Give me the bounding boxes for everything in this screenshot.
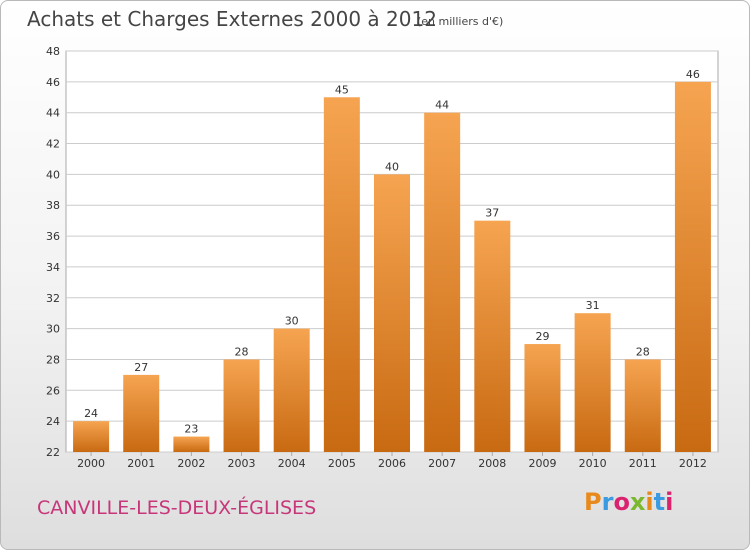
y-tick-label: 44 xyxy=(46,107,60,120)
x-tick-label-2002: 2002 xyxy=(177,457,205,470)
y-tick-label: 34 xyxy=(46,261,60,274)
x-tick-label-2011: 2011 xyxy=(629,457,657,470)
x-tick-label-2010: 2010 xyxy=(579,457,607,470)
data-label-2001: 27 xyxy=(134,361,148,374)
y-tick-label: 42 xyxy=(46,138,60,151)
data-label-2002: 23 xyxy=(184,423,198,436)
y-tick-label: 24 xyxy=(46,415,60,428)
bar-2009 xyxy=(524,344,561,452)
bar-2006 xyxy=(374,174,410,452)
x-tick-label-2005: 2005 xyxy=(328,457,356,470)
y-tick-label: 32 xyxy=(46,292,60,305)
bar-2001 xyxy=(123,374,160,452)
data-label-2007: 44 xyxy=(435,99,449,112)
bar-2008 xyxy=(474,220,511,452)
data-label-2011: 28 xyxy=(636,345,650,358)
data-label-2006: 40 xyxy=(385,160,399,173)
x-tick-label-2009: 2009 xyxy=(528,457,556,470)
bar-2010 xyxy=(574,313,611,452)
bar-2004 xyxy=(273,328,310,452)
chart-title: Achats et Charges Externes 2000 à 2012 xyxy=(27,7,437,31)
bar-2007 xyxy=(424,112,461,452)
y-tick-label: 22 xyxy=(46,446,60,459)
y-tick-label: 46 xyxy=(46,76,60,89)
data-label-2009: 29 xyxy=(535,330,549,343)
bars xyxy=(73,81,711,453)
bar-2005 xyxy=(323,97,360,453)
x-tick-label-2004: 2004 xyxy=(278,457,306,470)
bar-2012 xyxy=(674,81,711,452)
x-tick-label-2003: 2003 xyxy=(228,457,256,470)
x-tick-label-2006: 2006 xyxy=(378,457,406,470)
bar-2000 xyxy=(73,421,110,452)
data-label-2003: 28 xyxy=(235,345,249,358)
y-tick-label: 26 xyxy=(46,384,60,397)
y-tick-label: 40 xyxy=(46,168,60,181)
data-label-2010: 31 xyxy=(586,299,600,312)
data-label-2000: 24 xyxy=(84,407,98,420)
x-tick-label-2000: 2000 xyxy=(77,457,105,470)
data-label-2005: 45 xyxy=(335,83,349,96)
chart-subtitle: (en milliers d'€) xyxy=(417,15,504,28)
data-label-2008: 37 xyxy=(485,207,499,220)
y-tick-label: 48 xyxy=(46,45,60,58)
y-axis-ticks: 22 24 26 28 30 32 34 36 38 40 42 44 46 48 xyxy=(46,45,60,459)
x-axis-ticks: 2000 2001 2002 2003 2004 2005 2006 2007 2008 2009… xyxy=(77,452,707,470)
y-tick-label: 30 xyxy=(46,323,60,336)
data-label-2012: 46 xyxy=(686,68,700,81)
x-tick-label-2012: 2012 xyxy=(679,457,707,470)
x-tick-label-2007: 2007 xyxy=(428,457,456,470)
bar-2011 xyxy=(624,359,661,452)
data-labels: 24 27 23 28 30 45 40 44 37 29 31 28 46 xyxy=(84,68,700,436)
x-tick-label-2001: 2001 xyxy=(127,457,155,470)
y-tick-label: 36 xyxy=(46,230,60,243)
commune-name: CANVILLE-LES-DEUX-ÉGLISES xyxy=(37,497,317,519)
y-tick-label: 38 xyxy=(46,199,60,212)
proxiti-logo: Proxiti xyxy=(584,488,674,516)
y-tick-label: 28 xyxy=(46,353,60,366)
bar-2002 xyxy=(173,436,210,452)
data-label-2004: 30 xyxy=(285,315,299,328)
x-tick-label-2008: 2008 xyxy=(478,457,506,470)
bar-2003 xyxy=(223,359,260,452)
